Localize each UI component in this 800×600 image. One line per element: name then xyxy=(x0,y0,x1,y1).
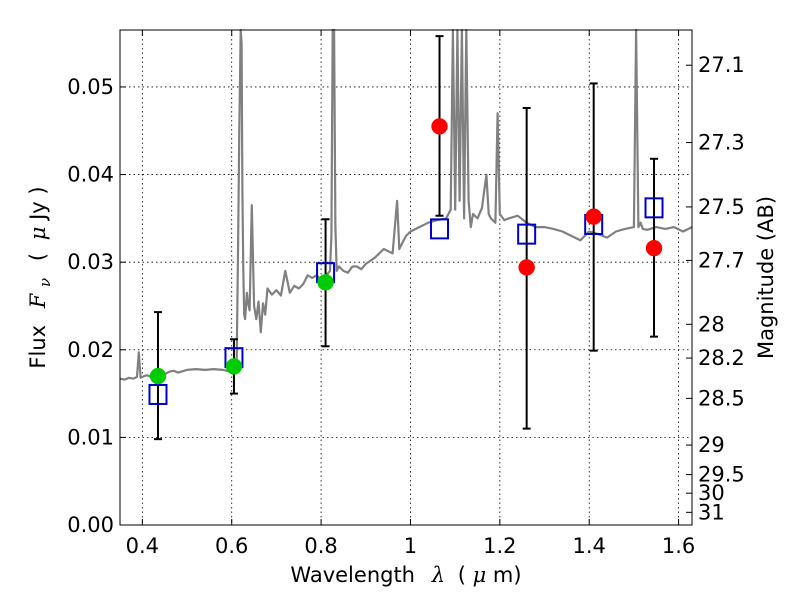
x-tick-label: 1.6 xyxy=(662,534,695,558)
y-axis-label-sub: ν xyxy=(36,278,54,287)
y-tick-label: 0.05 xyxy=(67,75,114,99)
observed-point-green xyxy=(225,358,243,375)
observed-point-red xyxy=(518,259,535,276)
y-axis-label: Flux F ν ( μ Jy ) xyxy=(26,186,55,368)
x-tick-label: 0.4 xyxy=(126,534,159,558)
mag-tick-label: 28.2 xyxy=(698,346,745,370)
y-axis-label-unit-open: ( xyxy=(26,253,50,261)
grid-layer xyxy=(120,30,692,525)
x-axis-label-unit-rest: m) xyxy=(493,563,522,587)
y-tick-label: 0.04 xyxy=(67,163,114,187)
x-tick-label: 1.4 xyxy=(573,534,606,558)
x-axis-label-text: Wavelength xyxy=(290,563,415,587)
mag-tick-label: 29 xyxy=(698,433,725,457)
mag-tick-label: 28.5 xyxy=(698,386,745,410)
mag-tick-label: 27.1 xyxy=(698,53,745,77)
x-tick-label: 0.8 xyxy=(304,534,337,558)
mag-tick-label: 27.7 xyxy=(698,248,745,272)
mag-tick-label: 28 xyxy=(698,312,725,336)
mag-tick-label: 31 xyxy=(698,500,725,524)
x-axis-label-unit-open: ( xyxy=(458,563,466,587)
mag-tick-label: 27.5 xyxy=(698,195,745,219)
x-axis-label-symbol: λ xyxy=(431,563,445,587)
x-tick-label: 1 xyxy=(404,534,417,558)
tick-layer: 0.4 0.6 0.8 1 1.2 1.4 1.6 0.00 0.01 0.02 0.03 0.04 0… xyxy=(67,30,745,558)
observed-point-red xyxy=(645,239,663,257)
mag-tick-label: 30 xyxy=(698,481,725,505)
mag-tick-label: 27.3 xyxy=(698,131,745,155)
y-tick-label: 0.01 xyxy=(67,425,114,449)
mag-tick-label: 29.5 xyxy=(698,463,745,487)
y-axis-label-unit-mu: μ xyxy=(26,227,50,241)
y-tick-label: 0.00 xyxy=(67,513,114,537)
model-photometry-square xyxy=(148,383,168,405)
model-photometry-square xyxy=(517,223,537,245)
y-tick-label: 0.03 xyxy=(67,250,114,274)
y-axis-label-unit-rest: Jy ) xyxy=(26,186,50,222)
y-axis-label-symbol: F xyxy=(26,292,50,309)
spectrum-line xyxy=(119,28,693,381)
x-tick-label: 0.6 xyxy=(215,534,248,558)
model-photometry-square xyxy=(430,218,450,240)
observed-point-red xyxy=(431,118,448,135)
observed-point-red xyxy=(585,208,602,225)
x-axis-label-unit-mu: μ xyxy=(473,563,487,587)
spectrum-layer xyxy=(119,28,693,381)
x-tick-label: 1.2 xyxy=(483,534,516,558)
x-axis-label: Wavelength λ ( μ m) xyxy=(290,563,521,587)
marker-layer xyxy=(148,118,664,405)
y-axis-label-text: Flux xyxy=(26,325,50,369)
label-layer: Wavelength λ ( μ m) Flux F ν ( μ Jy ) Ma… xyxy=(26,186,778,587)
plot-frame xyxy=(119,29,693,526)
y-tick-label: 0.02 xyxy=(67,338,114,362)
observed-point-green xyxy=(149,367,167,385)
model-photometry-square xyxy=(644,197,664,219)
y2-axis-label: Magnitude (AB) xyxy=(754,196,778,359)
observed-point-green xyxy=(317,274,334,291)
